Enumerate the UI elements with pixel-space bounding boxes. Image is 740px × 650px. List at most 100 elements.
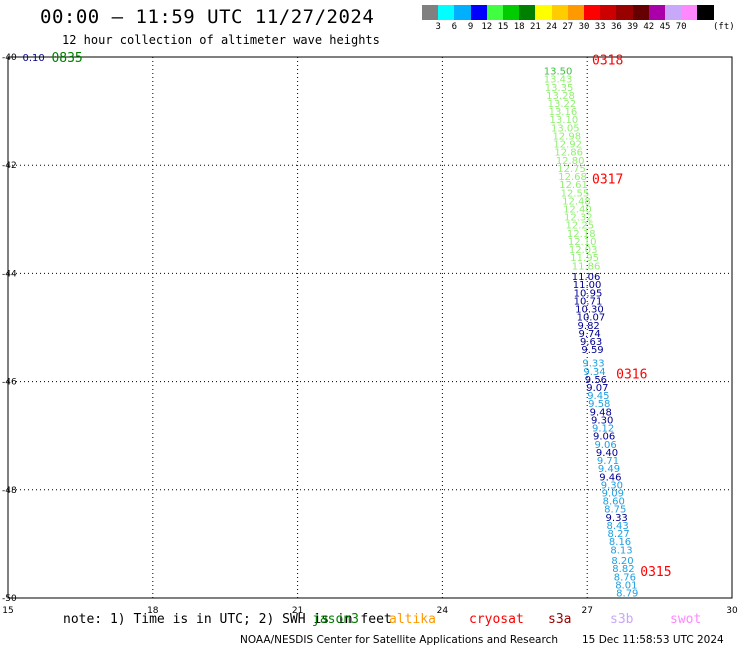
swh-value-label: 9.33 (606, 513, 628, 524)
swh-value-label: 9.48 (590, 407, 612, 418)
swh-value-label: 9.71 (597, 456, 619, 467)
swh-value-label: 9.12 (592, 424, 614, 435)
y-tick-label: -50 (2, 594, 17, 604)
swh-value-label: 9.07 (586, 383, 608, 394)
swh-value-label: 10.30 (575, 305, 604, 316)
swh-value-label: 12.92 (553, 140, 582, 151)
swh-value-label: 9.56 (585, 375, 607, 386)
swh-value-label: 8.79 (616, 589, 638, 600)
swh-value-label: 13.16 (549, 107, 578, 118)
swh-value-label: 8.76 (614, 572, 636, 583)
legend-swatch (567, 5, 584, 20)
legend-swatch (616, 5, 633, 20)
swh-value-label: 8.43 (607, 521, 629, 532)
footer-credit: NOAA/NESDIS Center for Satellite Applica… (240, 634, 558, 646)
pass-time-label: 0318 (592, 54, 623, 69)
swh-value-label: 13.05 (551, 123, 580, 134)
satellite-s3b: s3b (610, 612, 634, 627)
swh-value-label: 10.95 (574, 288, 603, 299)
y-tick-label: -48 (2, 486, 17, 496)
swh-value-label: 9.45 (587, 391, 609, 402)
x-tick-label: 27 (581, 606, 592, 616)
legend-swatch (486, 5, 503, 20)
swh-value-label: 12.61 (559, 180, 588, 191)
legend-swatch (535, 5, 552, 20)
swh-value-label: 13.22 (548, 99, 577, 110)
legend-label: 70 (675, 22, 687, 32)
legend-swatch (697, 5, 714, 20)
swh-value-label: 12.86 (554, 148, 583, 159)
legend-label: 21 (529, 22, 541, 32)
swh-value-label: 12.48 (562, 196, 591, 207)
legend-label: 9 (467, 22, 474, 32)
legend-swatch (648, 5, 665, 20)
swh-value-label: 12.18 (567, 229, 596, 240)
legend-label: 27 (562, 22, 574, 32)
satellite-cryosat: cryosat (469, 612, 524, 627)
swh-value-label: 12.40 (563, 204, 592, 215)
legend-label: 18 (513, 22, 525, 32)
legend-label: 39 (627, 22, 639, 32)
swh-value-label: 9.82 (578, 321, 600, 332)
swh-value-label: 9.63 (580, 337, 602, 348)
swh-value-label: 9.06 (594, 440, 616, 451)
legend-swatch (519, 5, 536, 20)
swh-value-label: 9.33 (582, 359, 604, 370)
swh-value-label: 8.75 (604, 505, 626, 516)
swh-value-label: 9.49 (598, 464, 620, 475)
swh-value-label: 8.27 (607, 529, 629, 540)
swh-value-label: 8.82 (612, 564, 634, 575)
legend-label: 33 (594, 22, 606, 32)
swh-value-label: 8.20 (611, 556, 633, 567)
legend-label: 3 (435, 22, 441, 32)
legend-unit: (ft) (713, 22, 735, 32)
swh-value-label: 8.60 (603, 497, 625, 508)
legend-swatch (503, 5, 520, 20)
y-tick-label: -44 (2, 269, 17, 279)
footer-timestamp: 15 Dec 11:58:53 UTC 2024 (582, 634, 724, 646)
x-tick-label: 18 (147, 606, 159, 616)
legend-label: 45 (659, 22, 671, 32)
swh-value-label: 11.06 (572, 272, 601, 283)
swh-value-label: 9.30 (601, 480, 623, 491)
legend-swatch (600, 5, 617, 20)
swh-value-label: 11.86 (572, 261, 601, 272)
legend-swatch (422, 5, 439, 20)
legend-label: 6 (451, 22, 458, 32)
legend-swatch (584, 5, 601, 20)
plot-frame (7, 56, 733, 599)
swh-value-label: 12.80 (556, 156, 585, 167)
y-tick-label: -42 (2, 161, 17, 171)
y-tick-label: -40 (2, 53, 17, 63)
legend-label: 36 (610, 22, 622, 32)
swh-value-label: 8.13 (610, 545, 632, 556)
swh-value-label: 11.00 (573, 280, 602, 291)
swh-value-label: 10.07 (577, 313, 606, 324)
swh-value-label: 8.16 (609, 537, 631, 548)
pass-time-label: 0316 (616, 367, 647, 382)
swh-value-label: 9.30 (591, 415, 613, 426)
satellite-s3a: s3a (548, 612, 572, 627)
pass-time-label: 0315 (640, 565, 671, 580)
satellite-jason3: jason3 (312, 612, 359, 627)
legend-label: 24 (546, 22, 558, 32)
x-tick-label: 24 (437, 606, 449, 616)
swh-value-label: 12.98 (552, 131, 581, 142)
pass-time-label: 0317 (592, 173, 623, 188)
swh-value-label: 12.32 (564, 213, 593, 224)
swh-value-label: 13.43 (544, 75, 573, 86)
x-tick-label: 21 (292, 606, 303, 616)
swh-value-label: 12.10 (568, 237, 597, 248)
swh-value-label: 12.55 (561, 188, 590, 199)
satellite-altika: altika (389, 612, 436, 627)
x-tick-label: 15 (2, 606, 13, 616)
legend-swatch (681, 5, 698, 20)
y-tick-label: -46 (2, 378, 17, 388)
legend-swatch (454, 5, 471, 20)
swh-value-label: 13.10 (550, 115, 579, 126)
swh-value-label: 9.09 (602, 489, 624, 500)
legend-swatch (632, 5, 649, 20)
swh-value-label: 11.95 (570, 253, 599, 264)
swh-value-label: 12.68 (558, 172, 587, 183)
